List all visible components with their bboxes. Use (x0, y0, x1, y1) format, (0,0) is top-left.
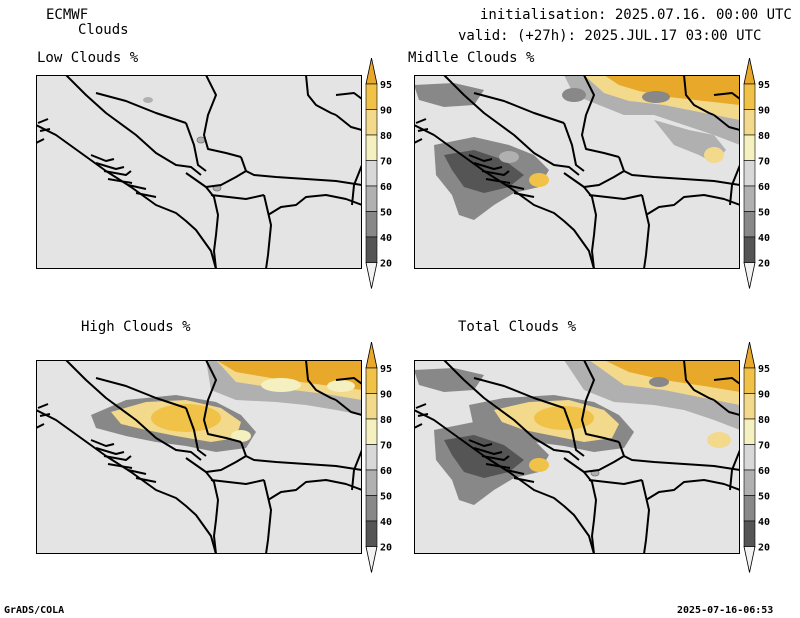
colorbar-level-label: 20 (758, 259, 770, 270)
colorbar-swatch (365, 134, 378, 161)
colorbar-level-label: 50 (758, 492, 770, 503)
colorbar-swatch (365, 211, 378, 238)
colorbar-swatch (365, 418, 378, 445)
colorbar-swatch (743, 185, 756, 212)
colorbar-level-label: 95 (380, 80, 392, 91)
colorbar-swatch (365, 185, 378, 212)
colorbar-level-label: 50 (380, 492, 392, 503)
panel-title-low: Low Clouds % (37, 50, 139, 66)
colorbar-top-right: 95 90 80 70 60 50 40 20 (740, 58, 786, 294)
colorbar-swatch (743, 109, 756, 136)
colorbar-top-left: 95 90 80 70 60 50 40 20 (362, 58, 408, 294)
colorbar-level-label: 60 (758, 182, 770, 193)
colorbar-level-label: 70 (758, 441, 770, 452)
panel-title-total: Total Clouds % (458, 319, 577, 335)
colorbar-swatch (365, 495, 378, 522)
colorbar-level-label: 90 (380, 106, 392, 117)
footer-timestamp-label: 2025-07-16-06:53 (677, 605, 774, 616)
colorbar-swatch (743, 495, 756, 522)
colorbar-swatch (365, 520, 378, 547)
colorbar-level-label: 60 (380, 182, 392, 193)
colorbar-level-label: 80 (380, 415, 392, 426)
colorbar-swatch (365, 83, 378, 110)
colorbar-top-arrow (365, 58, 378, 85)
colorbar-level-label: 90 (758, 106, 770, 117)
colorbar-swatch (743, 393, 756, 420)
colorbar-level-label: 90 (380, 390, 392, 401)
colorbar-level-label: 40 (380, 517, 392, 528)
colorbar-level-label: 40 (380, 233, 392, 244)
colorbar-level-label: 20 (380, 259, 392, 270)
colorbar-swatch (365, 236, 378, 263)
colorbar-bottom-arrow (743, 262, 756, 289)
colorbar-swatch (743, 211, 756, 238)
colorbar-swatch (743, 444, 756, 471)
colorbar-swatch (743, 134, 756, 161)
colorbar-swatch (743, 367, 756, 394)
colorbar-bottom-arrow (365, 262, 378, 289)
colorbar-level-label: 40 (758, 233, 770, 244)
map-panel-middle-clouds (414, 75, 740, 269)
colorbar-swatch (365, 160, 378, 187)
panel-title-middle: Midlle Clouds % (408, 50, 535, 66)
map-panel-high-clouds (36, 360, 362, 554)
colorbar-level-label: 50 (380, 208, 392, 219)
colorbar-swatch (365, 109, 378, 136)
colorbar-swatch (743, 83, 756, 110)
colorbar-level-label: 20 (758, 543, 770, 554)
colorbar-level-label: 40 (758, 517, 770, 528)
colorbar-top-arrow (743, 342, 756, 369)
map-panel-total-clouds (414, 360, 740, 554)
colorbar-swatch (743, 160, 756, 187)
colorbar-swatch (743, 236, 756, 263)
colorbar-swatch (743, 469, 756, 496)
colorbar-bottom-left: 95 90 80 70 60 50 40 20 (362, 342, 408, 578)
colorbar-level-label: 60 (380, 466, 392, 477)
colorbar-level-label: 80 (758, 131, 770, 142)
colorbar-level-label: 70 (380, 441, 392, 452)
colorbar-swatch (743, 520, 756, 547)
colorbar-bottom-right: 95 90 80 70 60 50 40 20 (740, 342, 786, 578)
colorbar-bottom-arrow (365, 546, 378, 573)
colorbar-level-label: 95 (380, 364, 392, 375)
colorbar-level-label: 20 (380, 543, 392, 554)
colorbar-swatch (365, 444, 378, 471)
colorbar-level-label: 90 (758, 390, 770, 401)
panel-title-high: High Clouds % (81, 319, 191, 335)
valid-time-label: valid: (+27h): 2025.JUL.17 03:00 UTC (458, 28, 762, 44)
colorbar-level-label: 95 (758, 364, 770, 375)
colorbar-level-label: 95 (758, 80, 770, 91)
model-label: ECMWF (46, 7, 89, 23)
colorbar-level-label: 70 (758, 157, 770, 168)
colorbar-bottom-arrow (743, 546, 756, 573)
map-panel-low-clouds (36, 75, 362, 269)
colorbar-swatch (365, 469, 378, 496)
footer-software-label: GrADS/COLA (4, 605, 65, 616)
colorbar-level-label: 50 (758, 208, 770, 219)
colorbar-swatch (365, 393, 378, 420)
colorbar-top-arrow (743, 58, 756, 85)
colorbar-swatch (365, 367, 378, 394)
initialisation-label: initialisation: 2025.07.16. 00:00 UTC (480, 7, 792, 23)
colorbar-level-label: 60 (758, 466, 770, 477)
colorbar-level-label: 80 (380, 131, 392, 142)
colorbar-level-label: 70 (380, 157, 392, 168)
colorbar-swatch (743, 418, 756, 445)
colorbar-level-label: 80 (758, 415, 770, 426)
product-label: Clouds (78, 22, 129, 38)
colorbar-top-arrow (365, 342, 378, 369)
